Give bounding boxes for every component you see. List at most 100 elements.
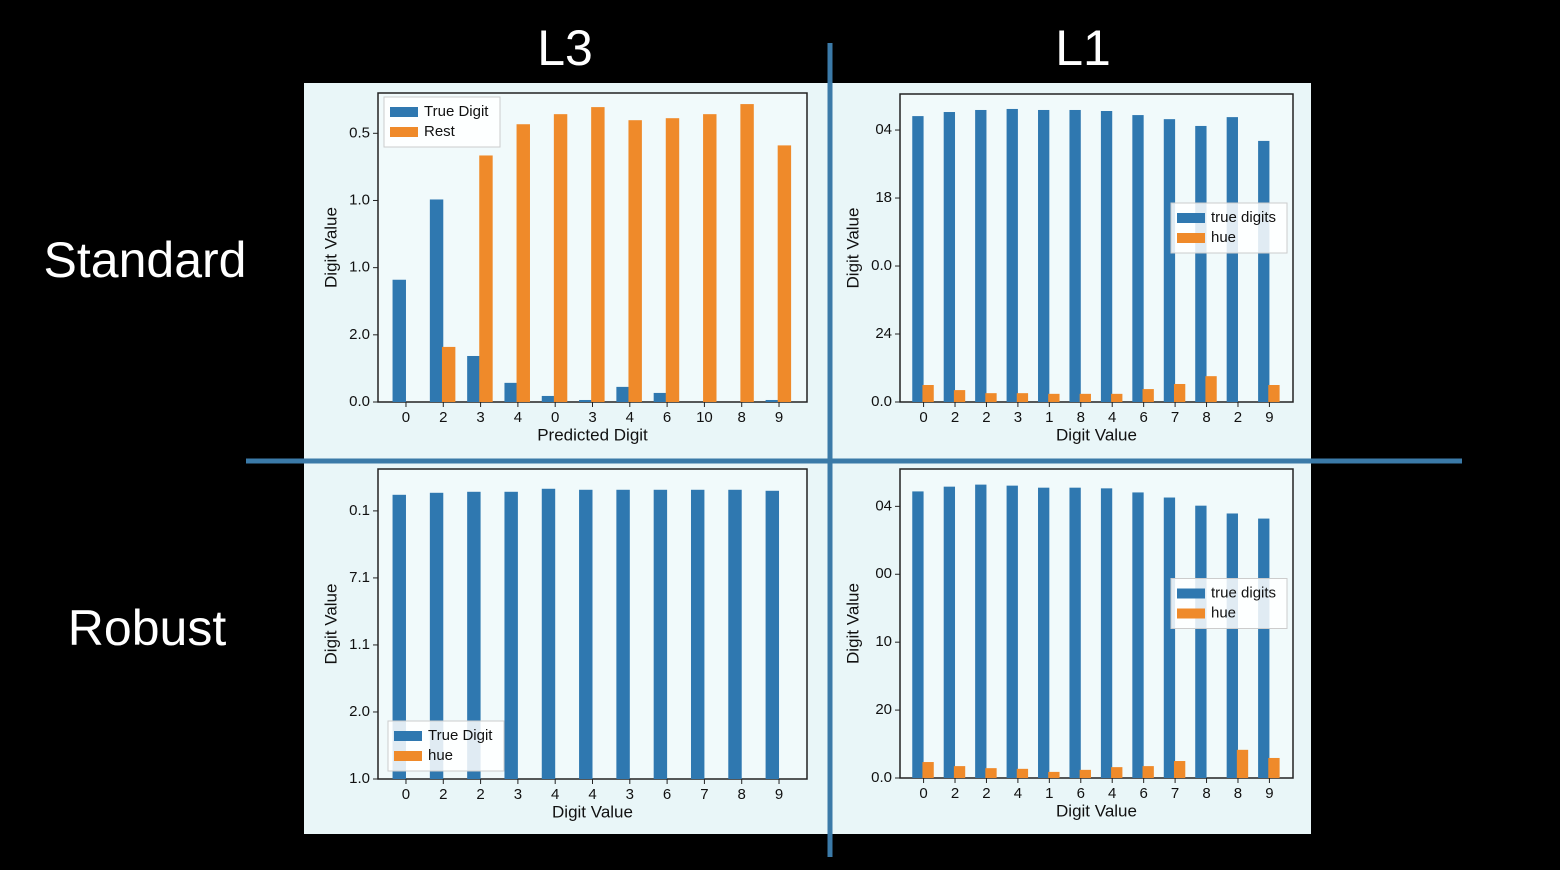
x-tick-label: 8 <box>1077 409 1085 426</box>
bar <box>653 489 668 779</box>
bar <box>628 120 642 402</box>
bar <box>943 112 956 402</box>
bar <box>922 385 934 402</box>
bar <box>1268 757 1280 778</box>
x-tick-label: 1 <box>1045 409 1053 426</box>
x-tick-label: 3 <box>626 786 634 803</box>
bar <box>912 116 924 402</box>
x-tick-label: 3 <box>1014 409 1022 426</box>
x-tick-label: 7 <box>1171 409 1179 426</box>
bar <box>467 491 481 779</box>
bar <box>777 145 792 403</box>
y-tick-label: 1.0 <box>349 770 370 787</box>
legend-swatch <box>390 107 418 117</box>
bar <box>985 393 997 402</box>
x-tick-label: 2 <box>951 409 959 426</box>
x-tick-label: 6 <box>1139 785 1147 802</box>
x-tick-label: 6 <box>663 786 671 803</box>
legend-swatch <box>394 731 422 741</box>
bar <box>429 199 444 402</box>
x-tick-label: 2 <box>439 409 447 426</box>
x-tick-label: 2 <box>476 786 484 803</box>
bar <box>943 486 956 778</box>
y-tick-label: 1.0 <box>349 259 370 276</box>
y-axis-label: Digit Value <box>843 208 862 289</box>
bar <box>553 114 568 402</box>
bar <box>703 114 717 402</box>
y-tick-label: 04 <box>875 121 892 138</box>
x-tick-label: 6 <box>1077 785 1085 802</box>
legend-label: True Digit <box>428 727 493 744</box>
y-tick-label: 10 <box>875 633 892 650</box>
bar <box>516 124 530 402</box>
legend-label: true digits <box>1211 584 1276 601</box>
y-tick-label: 2.0 <box>349 703 370 720</box>
bar <box>912 491 924 778</box>
bar <box>975 484 987 778</box>
x-tick-label: 8 <box>738 409 746 426</box>
bar <box>740 104 754 403</box>
x-tick-label: 0 <box>919 785 927 802</box>
y-tick-label: 0.5 <box>349 124 370 141</box>
bar <box>1006 485 1018 778</box>
bar <box>616 489 630 779</box>
bar <box>579 489 593 779</box>
column-label: L1 <box>1055 20 1111 76</box>
bar <box>985 768 997 778</box>
x-tick-label: 9 <box>1265 785 1273 802</box>
bar <box>616 386 630 402</box>
x-tick-label: 0 <box>402 786 410 803</box>
x-tick-label: 4 <box>514 409 522 426</box>
x-tick-label: 7 <box>1171 785 1179 802</box>
bar <box>579 399 593 402</box>
legend-label: hue <box>1211 229 1236 246</box>
bar <box>1006 108 1018 402</box>
bar <box>1038 109 1050 402</box>
x-tick-label: 2 <box>951 785 959 802</box>
legend-swatch <box>390 127 418 137</box>
bar <box>591 107 605 403</box>
x-tick-label: 4 <box>1108 409 1116 426</box>
y-axis-label: Digit Value <box>321 584 340 665</box>
legend-swatch <box>1177 608 1205 619</box>
bar <box>1173 761 1186 778</box>
x-tick-label: 8 <box>1202 785 1210 802</box>
bar <box>728 489 742 779</box>
bar <box>653 392 668 402</box>
x-tick-label: 1 <box>1045 785 1053 802</box>
y-tick-label: 0.0 <box>871 393 892 410</box>
legend-swatch <box>1177 213 1205 223</box>
y-tick-label: 0.1 <box>349 502 370 519</box>
x-axis-label: Digit Value <box>552 802 633 821</box>
bar <box>1111 393 1123 402</box>
bar <box>1111 767 1123 778</box>
bar <box>1142 766 1154 778</box>
row-label: Robust <box>68 600 227 656</box>
x-tick-label: 4 <box>1014 785 1022 802</box>
legend <box>387 720 505 772</box>
bar <box>1132 492 1144 778</box>
bar <box>1132 115 1144 402</box>
bar <box>1069 109 1081 402</box>
legend <box>1170 202 1288 254</box>
legend-label: True Digit <box>424 103 489 120</box>
bar <box>690 489 705 779</box>
bar <box>1236 749 1249 778</box>
x-axis-label: Digit Value <box>1056 425 1137 444</box>
x-tick-label: 0 <box>402 409 410 426</box>
bar <box>1079 393 1091 402</box>
column-label: L3 <box>537 20 593 76</box>
x-tick-label: 3 <box>514 786 522 803</box>
y-tick-label: 0.0 <box>871 257 892 274</box>
legend-label: hue <box>428 747 453 764</box>
y-tick-label: 1.0 <box>349 191 370 208</box>
bar <box>1226 117 1238 402</box>
y-axis-label: Digit Value <box>321 207 340 288</box>
bar <box>467 355 481 402</box>
legend-swatch <box>394 751 422 761</box>
y-tick-label: 20 <box>875 701 892 718</box>
x-tick-label: 6 <box>1139 409 1147 426</box>
bar <box>1258 518 1270 778</box>
x-tick-label: 8 <box>738 786 746 803</box>
bar <box>1069 487 1081 778</box>
